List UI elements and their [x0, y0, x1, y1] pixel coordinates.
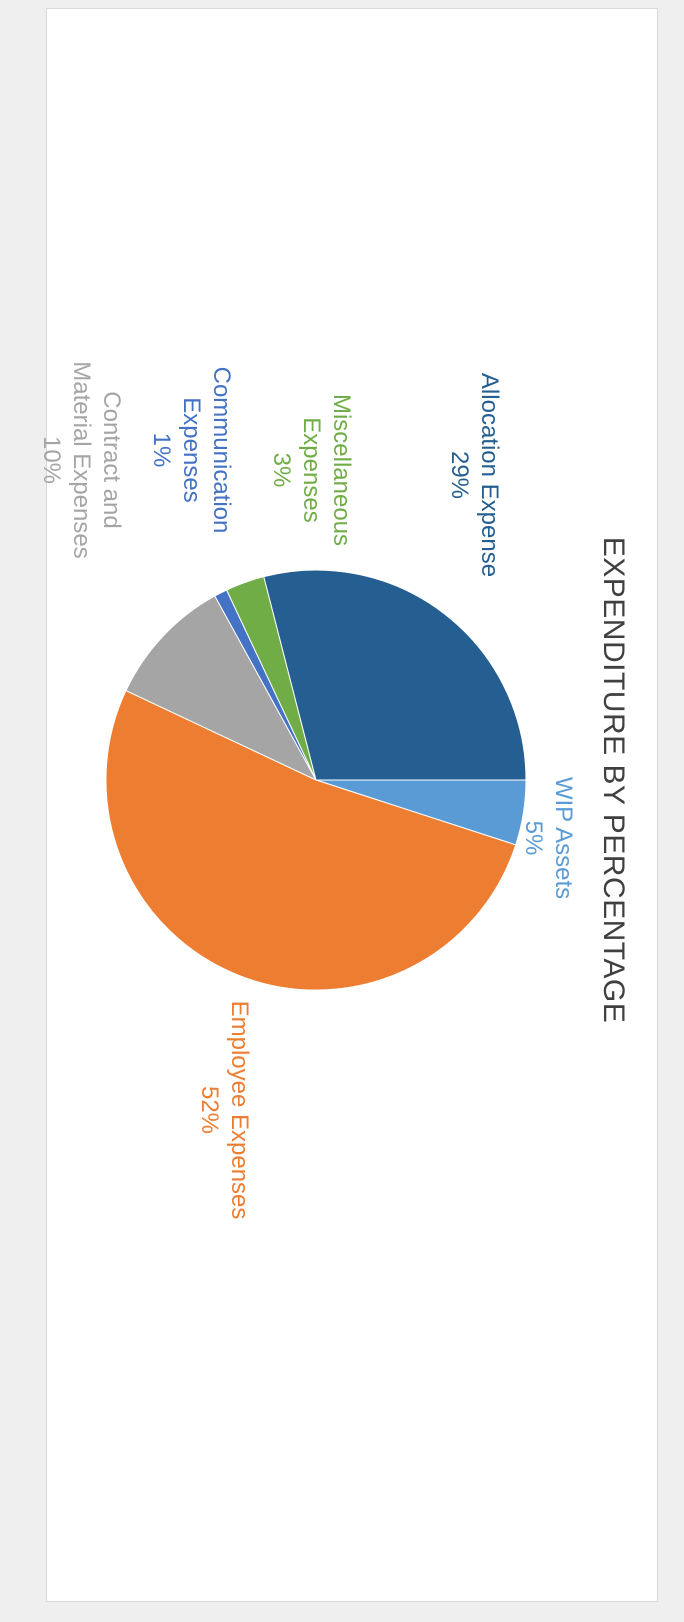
pie-slice-contract-and-material-expenses — [125, 595, 318, 782]
chart-title: EXPENDITURE BY PERCENTAGE — [597, 537, 630, 1024]
data-label-name: Contract and — [98, 391, 125, 528]
data-label-percent: 5% — [520, 821, 547, 856]
pie-slice-allocation-expense — [263, 569, 527, 781]
data-label-name: Communication — [208, 367, 235, 534]
data-label-percent: 52% — [196, 1086, 223, 1134]
data-label-name: Material Expenses — [68, 361, 95, 558]
data-label-percent: 10% — [38, 436, 65, 484]
data-label-percent: 29% — [446, 451, 473, 499]
data-label-name: Miscellaneous — [328, 394, 355, 546]
data-label-percent: 3% — [268, 453, 295, 488]
data-label-name: WIP Assets — [550, 777, 577, 899]
data-label-name: Employee Expenses — [226, 1001, 253, 1220]
pie-slice-employee-expenses — [105, 689, 517, 991]
data-label-name: Allocation Expense — [476, 373, 503, 577]
data-label-percent: 1% — [148, 433, 175, 468]
data-label-name: Expenses — [178, 397, 205, 502]
pie-slices — [105, 569, 527, 991]
data-label-name: Expenses — [298, 417, 325, 522]
